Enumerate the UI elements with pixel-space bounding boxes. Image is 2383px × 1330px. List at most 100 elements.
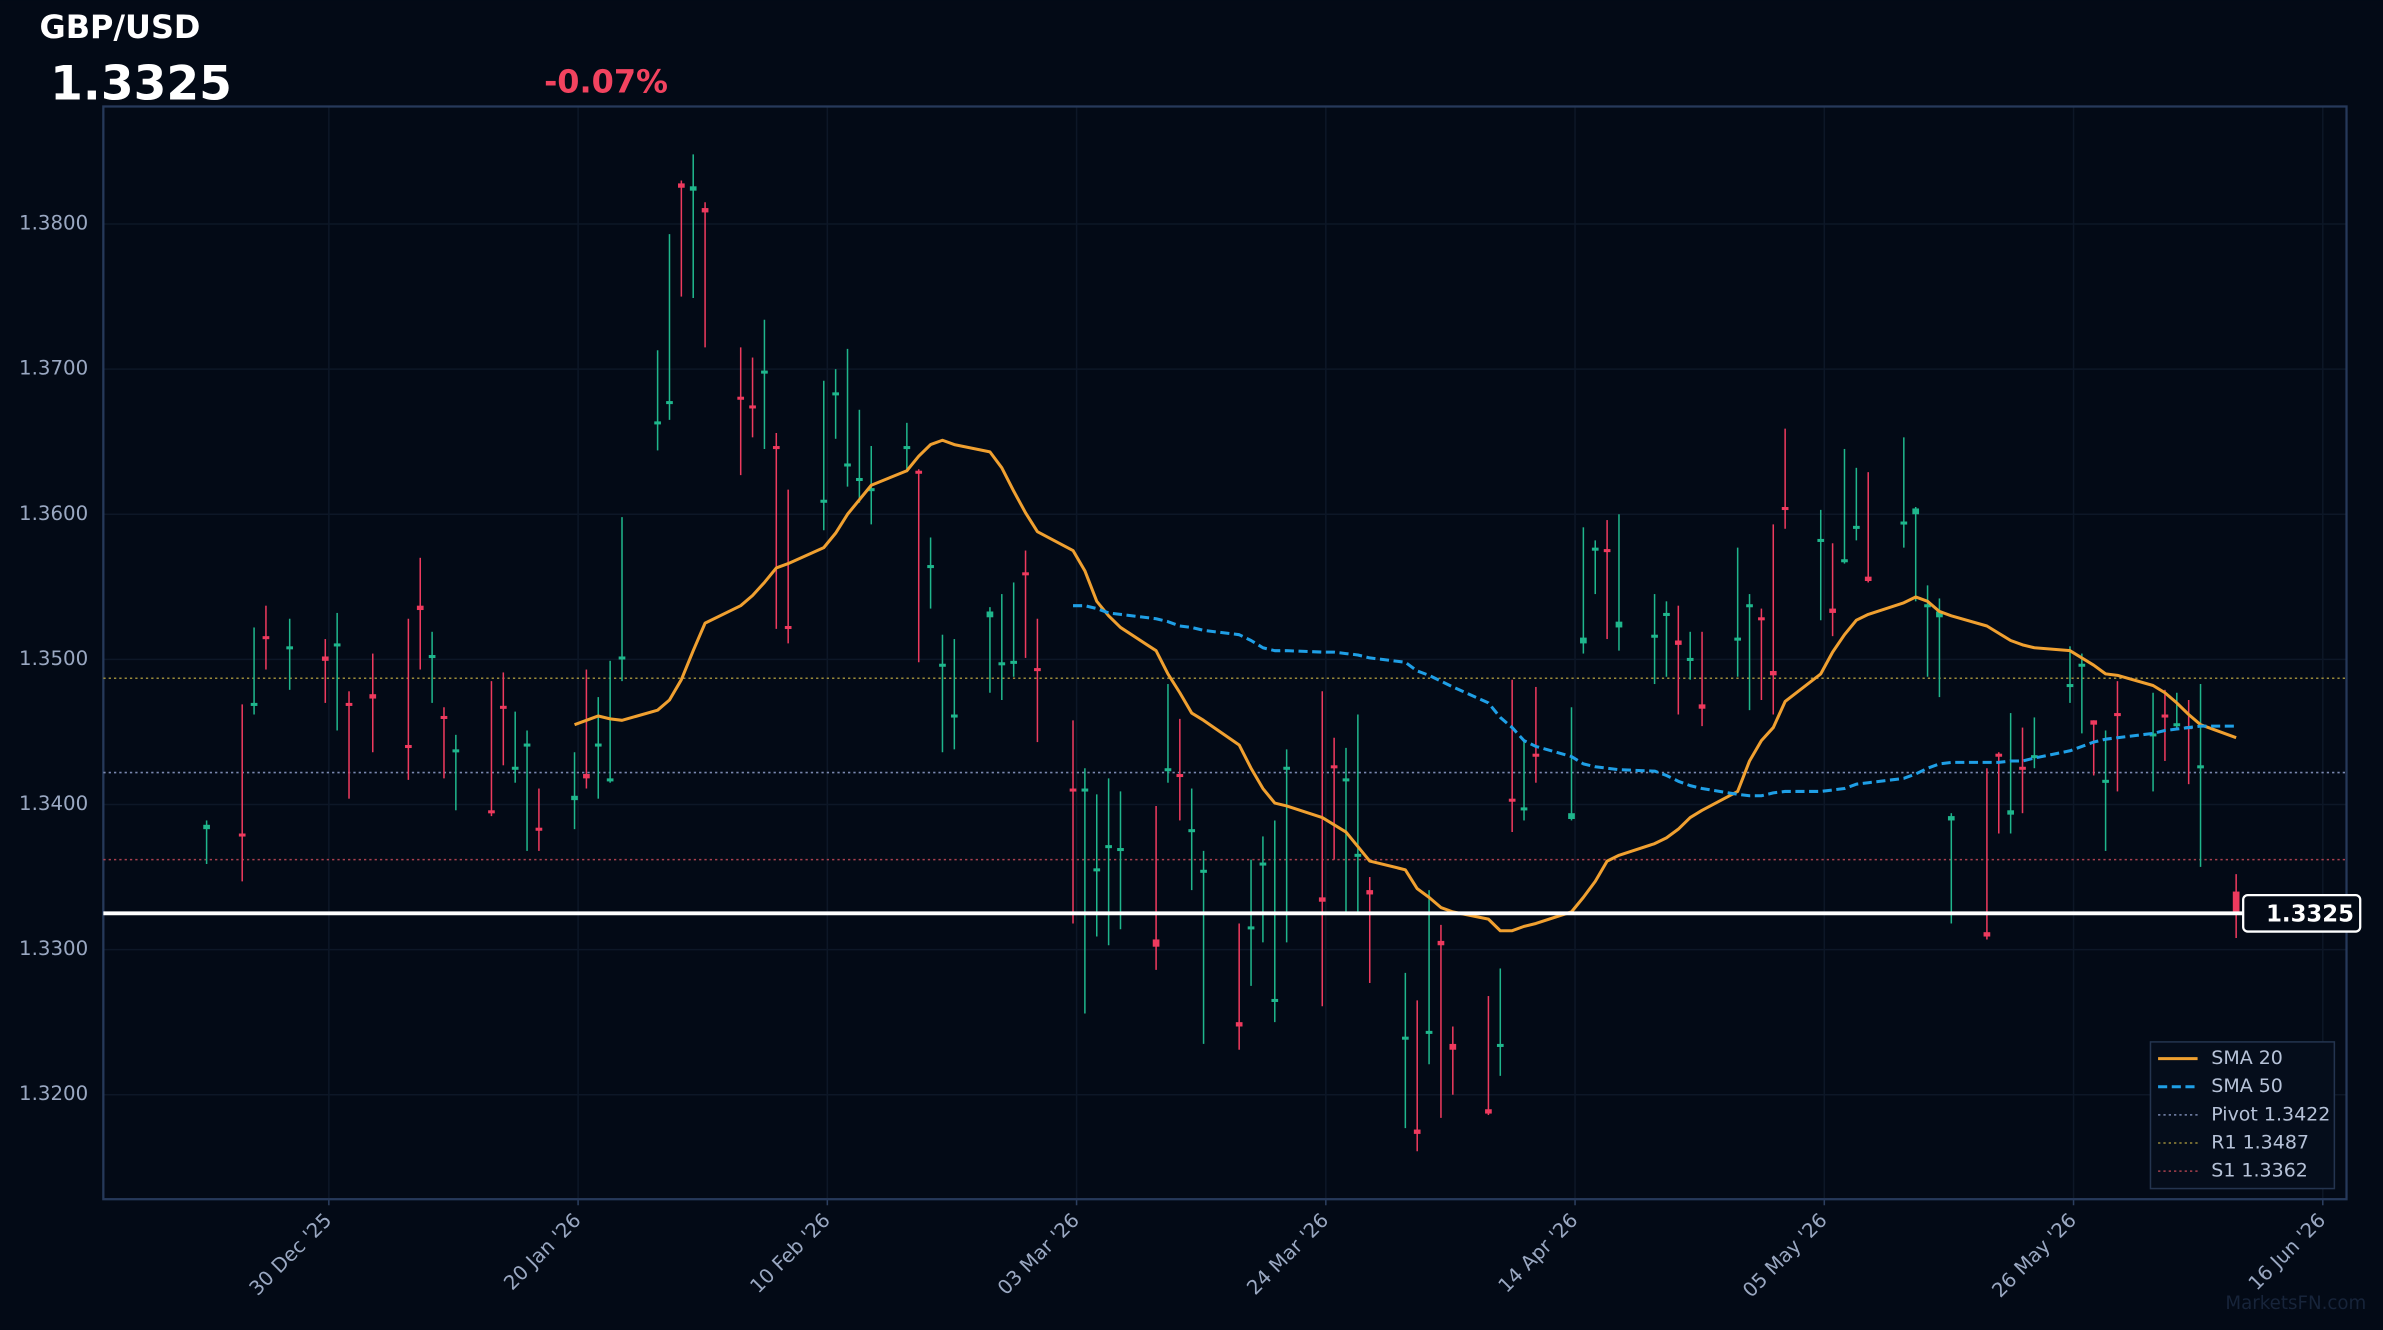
candle-body bbox=[749, 405, 756, 409]
candle-body bbox=[915, 470, 923, 474]
candle-body bbox=[784, 625, 792, 630]
candle-body bbox=[2149, 733, 2157, 737]
candle-body bbox=[1900, 521, 1908, 525]
candle-body bbox=[1259, 862, 1267, 866]
watermark: MarketsFN.com bbox=[2225, 1293, 2366, 1314]
candle-body bbox=[856, 477, 863, 482]
candle-body bbox=[1568, 813, 1575, 819]
candle-body bbox=[345, 702, 353, 706]
legend-label: Pivot 1.3422 bbox=[2211, 1103, 2330, 1125]
candle-body bbox=[1152, 939, 1160, 947]
candle-body bbox=[1366, 890, 1374, 895]
candle-body bbox=[986, 611, 994, 618]
candle-body bbox=[1698, 704, 1706, 709]
candle-body bbox=[1496, 1043, 1504, 1047]
price-change: -0.07% bbox=[544, 63, 668, 101]
candle-body bbox=[321, 656, 329, 661]
candle-body bbox=[1069, 788, 1077, 792]
candle-body bbox=[618, 656, 626, 660]
candle-body bbox=[405, 744, 412, 749]
candle-body bbox=[2161, 714, 2169, 718]
y-tick-label: 1.3300 bbox=[19, 937, 88, 960]
candle-body bbox=[1674, 640, 1682, 645]
candle-body bbox=[1188, 829, 1196, 833]
candle-body bbox=[1342, 778, 1350, 782]
candle-body bbox=[1034, 668, 1041, 672]
candle-body bbox=[689, 186, 697, 191]
candle-body bbox=[1318, 897, 1326, 902]
y-tick-label: 1.3600 bbox=[19, 502, 88, 525]
candle-body bbox=[737, 396, 745, 400]
candle-body bbox=[1841, 559, 1848, 563]
candle-body bbox=[606, 778, 614, 782]
candle-body bbox=[428, 655, 436, 659]
candle-body bbox=[2007, 810, 2014, 815]
candle-body bbox=[2019, 766, 2026, 770]
candle-body bbox=[1758, 617, 1765, 621]
candle-body bbox=[1247, 926, 1255, 930]
candle-body bbox=[1485, 1109, 1492, 1114]
candle-body bbox=[1200, 869, 1207, 873]
candle-body bbox=[1164, 768, 1172, 772]
candle-body bbox=[238, 833, 246, 837]
candle-body bbox=[1817, 538, 1825, 542]
candle-body bbox=[2031, 755, 2038, 759]
candle-body bbox=[1022, 572, 1029, 576]
candle-body bbox=[333, 643, 341, 647]
candle-body bbox=[2197, 765, 2204, 769]
sma-line bbox=[574, 438, 2237, 933]
candle-body bbox=[1283, 766, 1290, 770]
candle-body bbox=[2090, 720, 2098, 725]
candle-body bbox=[1235, 1022, 1243, 1027]
candle-body bbox=[772, 446, 780, 450]
plot-frame bbox=[102, 105, 2348, 1201]
legend-label: SMA 50 bbox=[2211, 1075, 2283, 1097]
candle-body bbox=[903, 446, 911, 450]
y-tick-label: 1.3500 bbox=[19, 647, 88, 670]
candle-body bbox=[666, 401, 673, 405]
last-price: 1.3325 bbox=[50, 57, 232, 112]
legend-label: SMA 20 bbox=[2211, 1047, 2283, 1069]
candle-body bbox=[1449, 1043, 1457, 1050]
candle-body bbox=[1829, 608, 1836, 613]
candle-body bbox=[1176, 774, 1184, 778]
price-tag bbox=[2242, 893, 2362, 933]
candle-body bbox=[1603, 549, 1611, 553]
candle-body bbox=[1520, 807, 1528, 811]
candle-body bbox=[2066, 684, 2074, 688]
symbol: GBP/USD bbox=[40, 8, 201, 46]
candle-body bbox=[1105, 845, 1112, 849]
candle-body bbox=[1081, 788, 1089, 792]
candle-body bbox=[203, 824, 210, 830]
candle-body bbox=[286, 646, 294, 650]
candle-body bbox=[452, 749, 460, 753]
candle-body bbox=[950, 714, 958, 718]
candle-body bbox=[1936, 611, 1943, 618]
candle-body bbox=[654, 421, 661, 425]
candle-body bbox=[1983, 932, 1991, 937]
candle-body bbox=[678, 183, 685, 188]
candle-body bbox=[1651, 634, 1658, 638]
candle-body bbox=[1354, 853, 1362, 857]
y-tick-label: 1.3700 bbox=[19, 357, 88, 380]
candle-body bbox=[1580, 637, 1587, 644]
candle-body bbox=[1947, 816, 1955, 821]
candle-body bbox=[2114, 713, 2121, 717]
candle-body bbox=[1853, 525, 1860, 529]
candle-body bbox=[250, 702, 258, 706]
candle-body bbox=[583, 774, 590, 779]
candle-body bbox=[488, 810, 495, 814]
candle-body bbox=[2078, 663, 2086, 667]
candle-body bbox=[511, 766, 519, 770]
candle-body bbox=[1663, 612, 1670, 616]
legend-label: S1 1.3362 bbox=[2211, 1160, 2308, 1182]
y-tick-label: 1.3800 bbox=[19, 212, 88, 235]
price-tag-label: 1.3325 bbox=[2266, 901, 2354, 927]
candle-body bbox=[1995, 753, 2003, 757]
candle-body bbox=[1532, 753, 1540, 757]
candle-body bbox=[1437, 940, 1445, 946]
candle-body bbox=[523, 743, 531, 747]
candle-body bbox=[2232, 891, 2240, 914]
